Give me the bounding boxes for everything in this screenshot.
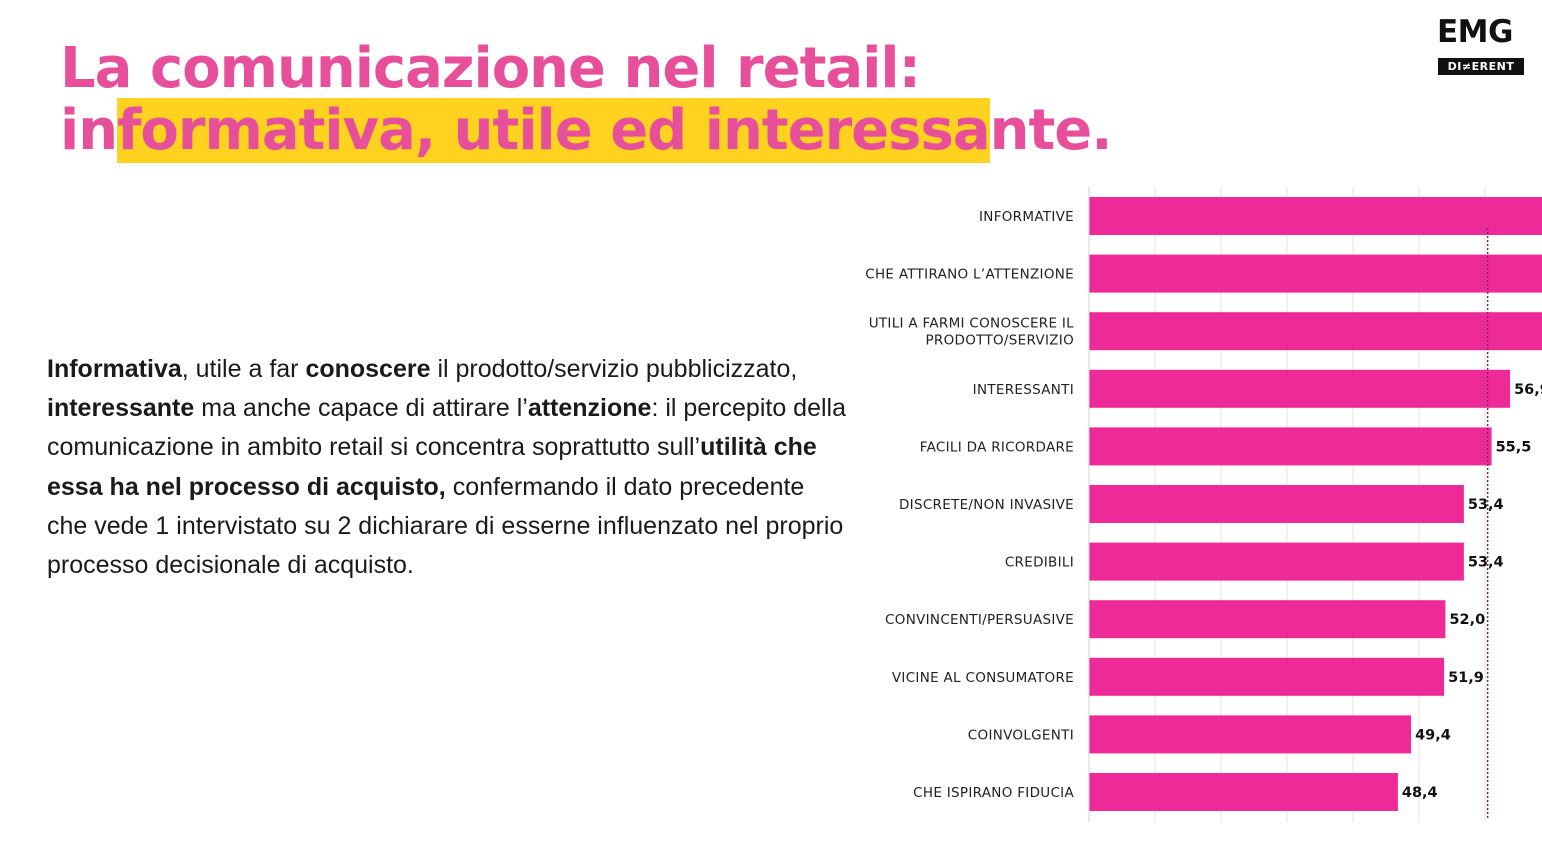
- category-label: CREDIBILI: [1005, 555, 1074, 571]
- kw-informativa: Informativa: [47, 355, 182, 383]
- page-title: La comunicazione nel retail: informativa…: [60, 36, 1113, 163]
- text-seg-4: il prodotto/servizio pubblicizzato,: [430, 355, 798, 383]
- logo-different-badge: DI≠ERENT: [1438, 58, 1524, 75]
- title-line-2-end: nte.: [989, 98, 1113, 163]
- text-seg-6: ma anche capace di attirare l’: [194, 394, 528, 423]
- bar: [1089, 657, 1445, 696]
- bar: [1089, 773, 1398, 811]
- text-seg-2: , utile a far: [181, 355, 306, 383]
- title-highlight: formativa, utile ed interessa: [117, 98, 991, 163]
- bar: [1089, 254, 1542, 293]
- value-label: 51,9: [1448, 670, 1484, 686]
- bar: [1089, 197, 1542, 235]
- value-label: 49,4: [1415, 727, 1451, 743]
- category-label: UTILI A FARMI CONOSCERE IL: [869, 316, 1074, 332]
- category-label: CHE ISPIRANO FIDUCIA: [913, 785, 1074, 801]
- value-label: 48,4: [1402, 785, 1438, 801]
- category-label: COINVOLGENTI: [968, 727, 1074, 743]
- text-seg-8: : il percepito della comunicazione in am…: [47, 394, 846, 462]
- title-line-2: informativa, utile ed interessante.: [60, 98, 1113, 163]
- category-label: CHE ATTIRANO L’ATTENZIONE: [865, 267, 1074, 283]
- category-label: DISCRETE/NON INVASIVE: [899, 497, 1074, 513]
- text-seg-10: confermando il dato precedente che vede …: [47, 472, 844, 580]
- category-label: INTERESSANTI: [973, 382, 1074, 398]
- value-label: 52,0: [1449, 612, 1485, 628]
- value-label: 53,4: [1468, 555, 1504, 571]
- description-paragraph: Informativa, utile a far conoscere il pr…: [47, 350, 847, 585]
- bar: [1089, 600, 1446, 639]
- kw-interessante: interessante: [47, 394, 195, 423]
- category-label: VICINE AL CONSUMATORE: [892, 670, 1074, 686]
- logo-emg-text: EMG: [1437, 14, 1513, 50]
- value-label: 53,4: [1468, 497, 1504, 513]
- emg-different-logo: EMG DI≠ERENT: [1437, 14, 1527, 76]
- kw-conoscere: conoscere: [305, 355, 431, 383]
- category-label: CONVINCENTI/PERSUASIVE: [885, 612, 1074, 628]
- value-label: 55,5: [1496, 439, 1532, 455]
- kw-attenzione: attenzione: [527, 394, 652, 423]
- bar: [1089, 427, 1492, 466]
- value-label: 56,9: [1514, 382, 1542, 398]
- bar: [1089, 485, 1464, 523]
- title-line-2-start: in: [60, 98, 118, 163]
- category-label: FACILI DA RICORDARE: [920, 439, 1074, 455]
- category-label: PRODOTTO/SERVIZIO: [925, 333, 1074, 349]
- kw-utilita: utilità che essa ha nel processo di acqu…: [47, 433, 817, 501]
- bar: [1089, 715, 1412, 754]
- bar: [1089, 369, 1511, 408]
- bar: [1089, 542, 1464, 581]
- title-line-1: La comunicazione nel retail:: [60, 36, 921, 101]
- category-label: INFORMATIVE: [979, 209, 1074, 225]
- bar: [1089, 312, 1542, 351]
